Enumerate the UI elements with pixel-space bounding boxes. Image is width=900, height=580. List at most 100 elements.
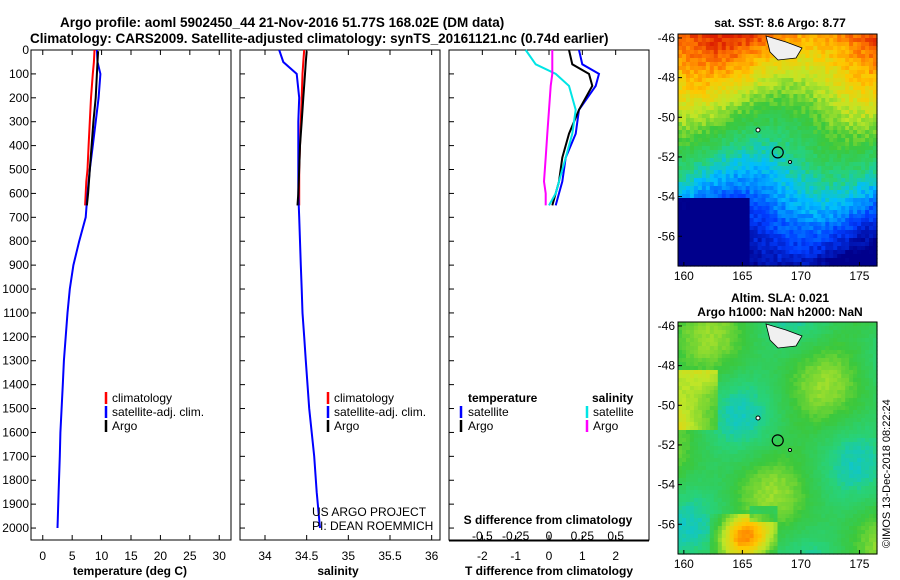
map-cell (737, 86, 743, 91)
map-cell (781, 430, 787, 435)
map-cell (825, 230, 830, 235)
map-cell (813, 38, 818, 43)
map-cell (693, 210, 699, 215)
map-cell (705, 78, 711, 83)
map-cell (697, 414, 703, 419)
map-cell (686, 434, 691, 439)
map-cell (853, 398, 858, 403)
map-cell (741, 86, 747, 91)
map-cell (765, 366, 771, 371)
map-cell (741, 406, 747, 411)
map-cell (713, 130, 719, 135)
map-cell (793, 74, 798, 79)
map-cell (781, 202, 787, 207)
map-cell (769, 358, 775, 363)
map-cell (725, 342, 731, 347)
map-cell (686, 446, 691, 451)
map-cell (781, 190, 787, 195)
map-cell (678, 146, 683, 151)
map-cell (693, 214, 699, 219)
map-cell (781, 366, 787, 371)
map-cell (749, 406, 755, 411)
map-cell (873, 398, 878, 403)
map-cell (729, 70, 735, 75)
map-cell (853, 462, 858, 467)
map-cell (721, 226, 727, 231)
map-cell (693, 158, 699, 163)
map-cell (833, 354, 838, 359)
map-cell (737, 102, 743, 107)
map-cell (697, 198, 703, 203)
map-cell (801, 54, 806, 59)
map-cell (705, 50, 711, 55)
map-cell (813, 46, 818, 51)
map-cell (861, 334, 866, 339)
map-cell (678, 54, 683, 59)
map-cell (741, 382, 747, 387)
map-cell (817, 42, 822, 47)
map-cell (765, 362, 771, 367)
legend-temperature-title: temperature (468, 391, 538, 405)
map-cell (781, 262, 787, 267)
map-cell (789, 402, 794, 407)
map-cell (865, 430, 870, 435)
map-cell (713, 354, 719, 359)
map-cell (793, 374, 798, 379)
map-cell (785, 62, 791, 67)
map-cell (841, 86, 846, 91)
map-cell (785, 222, 791, 227)
map-cell (678, 422, 683, 427)
map-cell (801, 178, 806, 183)
map-cell (709, 46, 715, 51)
island (755, 127, 761, 133)
map-cell (801, 438, 806, 443)
map-cell (873, 386, 878, 391)
map-cell (861, 254, 866, 259)
map-cell (805, 90, 810, 95)
map-cell (682, 414, 687, 419)
map-cell (789, 366, 794, 371)
map-cell (849, 34, 854, 39)
map-cell (757, 426, 763, 431)
map-cell (813, 414, 818, 419)
map-cell (857, 206, 862, 211)
map-cell (741, 138, 747, 143)
map-cell (741, 370, 747, 375)
map-cell (689, 254, 695, 259)
map-cell (682, 42, 687, 47)
map-cell (689, 198, 695, 203)
map-cell (757, 334, 763, 339)
map-cell (753, 158, 759, 163)
x-tick-label: 10 (95, 549, 109, 563)
map-cell (682, 82, 687, 87)
map-cell (737, 38, 743, 43)
map-cell (777, 242, 783, 247)
map-cell (789, 242, 794, 247)
map-cell (689, 42, 695, 47)
map-cell (697, 242, 703, 247)
map-cell (841, 70, 846, 75)
map-cell (845, 94, 850, 99)
map-cell (765, 162, 771, 167)
map-cell (721, 422, 727, 427)
map-cell (841, 226, 846, 231)
map-cell (797, 134, 802, 139)
map-cell (693, 254, 699, 259)
map-cell (686, 210, 691, 215)
map-cell (701, 354, 707, 359)
map-cell (689, 398, 695, 403)
map-cell (737, 446, 743, 451)
map-cell (701, 94, 707, 99)
map-cell (801, 42, 806, 47)
map-cell (745, 86, 751, 91)
map-cell (729, 426, 735, 431)
map-cell (725, 354, 731, 359)
map-cell (737, 106, 743, 111)
map-cell (705, 466, 711, 471)
map-cell (805, 106, 810, 111)
map-cell (785, 370, 791, 375)
map-cell (745, 334, 751, 339)
map-cell (717, 210, 723, 215)
map-cell (809, 334, 814, 339)
map-cell (845, 214, 850, 219)
